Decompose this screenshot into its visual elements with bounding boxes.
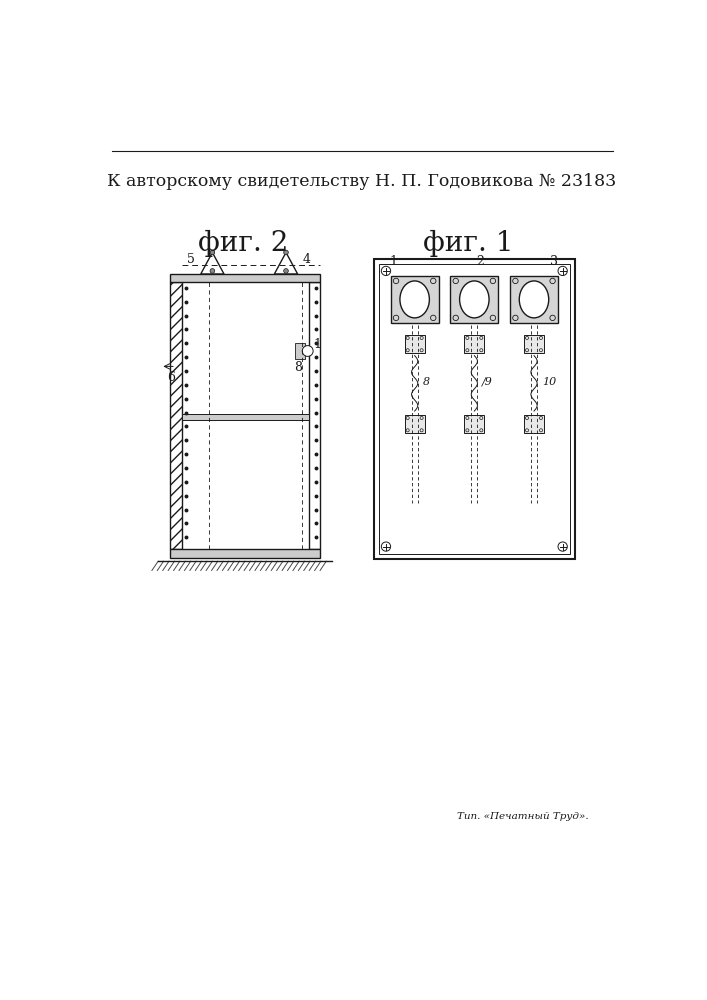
Text: 3: 3 <box>550 255 558 268</box>
Ellipse shape <box>400 281 429 318</box>
Text: 1: 1 <box>389 255 397 268</box>
Circle shape <box>284 250 288 255</box>
Text: 6: 6 <box>168 371 175 384</box>
Circle shape <box>284 269 288 273</box>
Bar <box>464 335 484 353</box>
Text: 4: 4 <box>303 253 311 266</box>
Bar <box>170 274 320 282</box>
Bar <box>510 276 558 323</box>
Text: 8: 8 <box>294 361 303 374</box>
Text: 8: 8 <box>422 377 430 387</box>
Bar <box>296 343 305 359</box>
Bar <box>404 415 425 433</box>
Bar <box>404 335 425 353</box>
Text: 10: 10 <box>542 377 556 387</box>
Ellipse shape <box>460 281 489 318</box>
Text: фиг. 1: фиг. 1 <box>423 230 513 257</box>
Bar <box>170 282 182 549</box>
Bar <box>464 415 484 433</box>
Bar <box>373 259 575 559</box>
Bar <box>309 282 320 549</box>
Text: фиг. 2: фиг. 2 <box>198 230 288 257</box>
Text: 5: 5 <box>187 253 195 266</box>
Circle shape <box>210 269 215 273</box>
Text: /9: /9 <box>482 377 493 387</box>
Bar <box>524 335 544 353</box>
Text: 2: 2 <box>477 255 484 268</box>
Bar <box>379 264 570 554</box>
Bar <box>182 414 309 420</box>
Circle shape <box>210 250 215 255</box>
Bar <box>391 276 438 323</box>
Ellipse shape <box>519 281 549 318</box>
Circle shape <box>303 346 313 356</box>
Text: 1: 1 <box>313 338 321 351</box>
Text: Тип. «Печатный Труд».: Тип. «Печатный Труд». <box>457 812 588 821</box>
Text: К авторскому свидетельству Н. П. Годовикова № 23183: К авторскому свидетельству Н. П. Годовик… <box>107 173 617 190</box>
Bar <box>450 276 498 323</box>
Bar <box>170 549 320 558</box>
Bar <box>524 415 544 433</box>
